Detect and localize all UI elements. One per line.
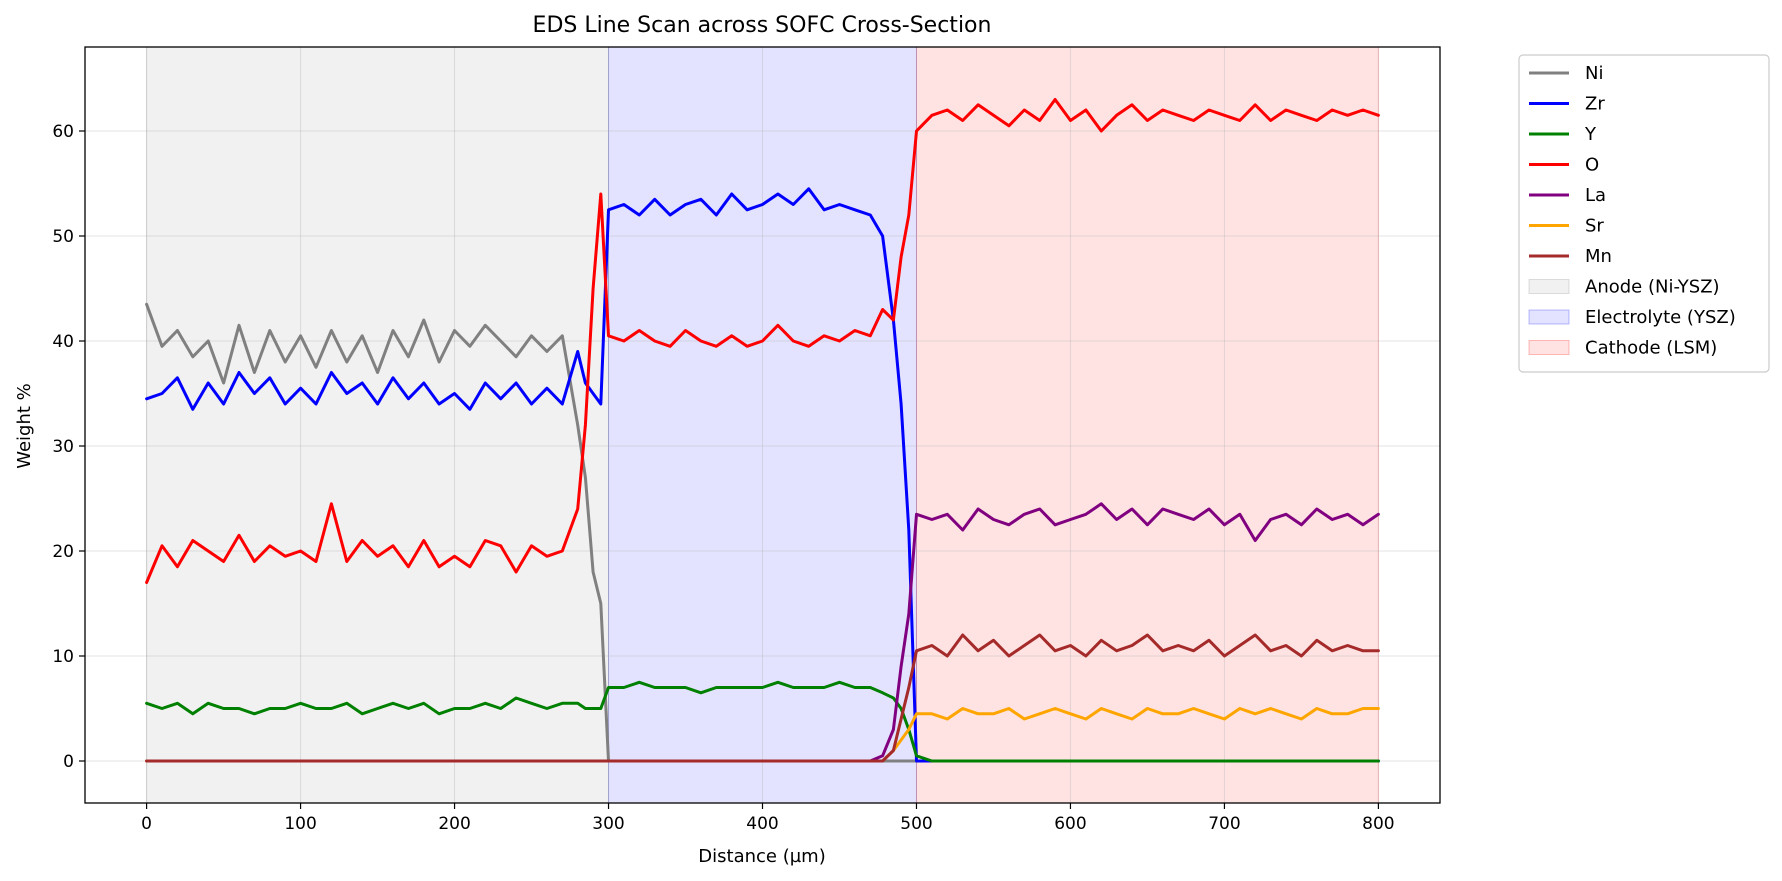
y-tick-label: 50 — [52, 227, 74, 247]
x-tick-label: 500 — [900, 814, 932, 834]
y-tick-label: 60 — [52, 122, 74, 142]
x-tick-label: 0 — [141, 814, 152, 834]
legend-label-y: Y — [1584, 124, 1597, 145]
x-tick-label: 600 — [1054, 814, 1086, 834]
y-tick-label: 20 — [52, 542, 74, 562]
legend-label-la: La — [1585, 185, 1606, 206]
x-tick-label: 300 — [592, 814, 624, 834]
legend-swatch-region-0 — [1528, 279, 1570, 294]
legend-label-region-2: Cathode (LSM) — [1585, 338, 1717, 359]
plot-area: 0 100 200 300 400 500 600 700 800 0 10 20 30 40 50 60 — [52, 46, 1441, 834]
y-axis-label: Weight % — [14, 383, 35, 469]
x-tick-label: 700 — [1208, 814, 1240, 834]
region-0 — [146, 47, 609, 803]
legend-swatch-region-1 — [1528, 309, 1570, 325]
y-tick-label: 0 — [63, 752, 74, 772]
legend-box — [1518, 54, 1770, 373]
x-tick-label: 200 — [438, 814, 470, 834]
chart-title: EDS Line Scan across SOFC Cross-Section — [533, 13, 992, 38]
legend-label-mn: Mn — [1585, 246, 1612, 267]
y-tick-label: 10 — [52, 647, 74, 667]
legend-label-region-1: Electrolyte (YSZ) — [1585, 307, 1736, 328]
series-line-mn — [145, 633, 1380, 763]
x-tick-label: 400 — [746, 814, 778, 834]
region-1 — [608, 47, 917, 803]
y-tick-label: 40 — [52, 332, 74, 352]
region-2 — [916, 47, 1379, 803]
legend-label-sr: Sr — [1585, 216, 1604, 237]
series-line-o — [145, 98, 1380, 584]
legend-swatch-region-2 — [1528, 340, 1570, 355]
legend-label-zr: Zr — [1585, 94, 1605, 115]
y-tick-label: 30 — [52, 437, 74, 457]
x-tick-label: 100 — [284, 814, 316, 834]
legend-label-o: O — [1585, 155, 1599, 176]
x-tick-label: 800 — [1362, 814, 1394, 834]
x-axis-label: Distance (µm) — [698, 846, 825, 867]
legend-label-region-0: Anode (Ni-YSZ) — [1585, 277, 1720, 298]
legend-label-ni: Ni — [1585, 63, 1603, 84]
legend: Ni Zr YO La Sr Mn Anode (Ni-YSZ) Electrolyte (Y… — [1518, 54, 1770, 373]
series-line-y — [145, 680, 1380, 763]
